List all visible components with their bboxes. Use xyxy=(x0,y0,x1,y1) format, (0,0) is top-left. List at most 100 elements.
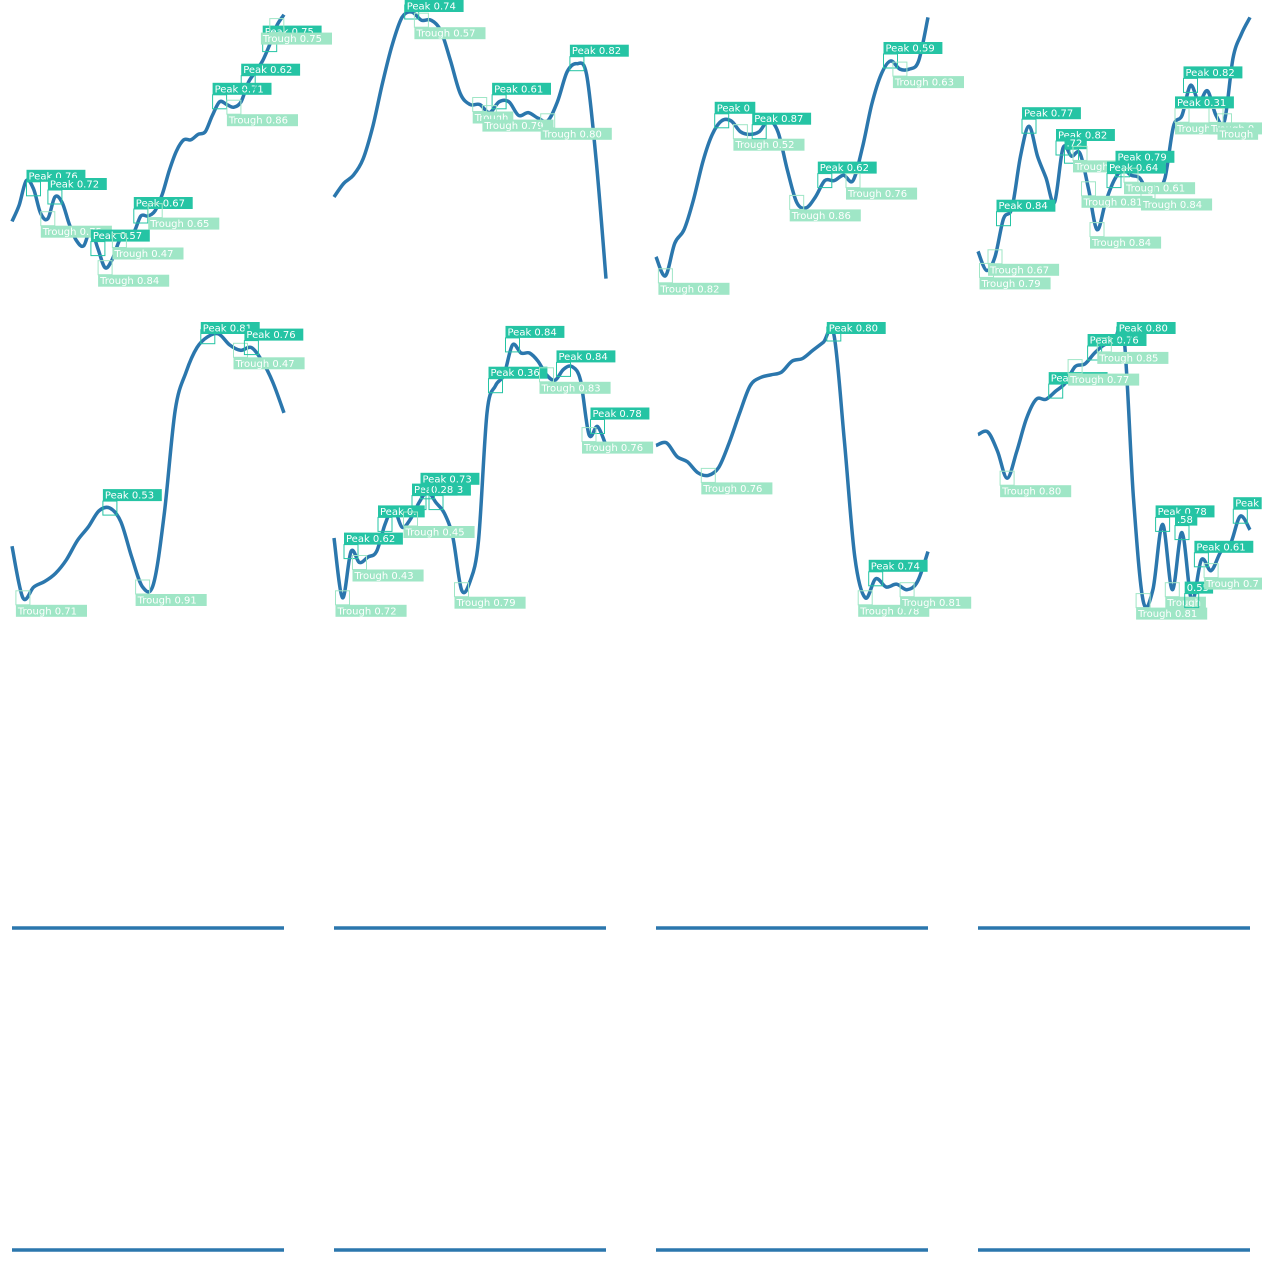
label-background xyxy=(404,0,464,12)
detection-label: Trough 0.52 xyxy=(733,138,805,151)
detection-label: Trough 0.83 xyxy=(539,381,611,394)
label-background xyxy=(900,596,972,609)
series-line xyxy=(655,326,930,600)
label-text: .58 xyxy=(1177,515,1193,526)
label-background xyxy=(344,532,403,545)
label-text: Trough 0.43 xyxy=(354,571,414,582)
label-background xyxy=(826,322,886,334)
label-text: Trough 0.75 xyxy=(1074,162,1134,173)
label-text: Trough 0.7 xyxy=(1205,579,1259,590)
label-background xyxy=(540,127,612,140)
label-text: 0.28 xyxy=(431,485,453,496)
detection-label: Trough 0.81 xyxy=(1081,195,1153,208)
detection-label: Trough 0.76 xyxy=(846,187,918,200)
label-text: Trough 0.84 xyxy=(99,276,159,287)
detection-label: Trough xyxy=(1217,127,1259,140)
detection-label: Trough 0.65 xyxy=(148,217,220,230)
detection-label: Trough 0.47 xyxy=(233,357,305,370)
label-background xyxy=(414,27,486,40)
detection-label: Peak 0.80 xyxy=(1116,322,1176,335)
label-background xyxy=(244,328,304,341)
detection-label: Peak 0.82 xyxy=(1183,66,1243,79)
label-background xyxy=(492,82,551,95)
label-background xyxy=(98,274,170,287)
detection-label: Trough 0.7 xyxy=(1204,577,1262,590)
detection-label: Peak 0.61 xyxy=(492,82,551,95)
detection-label: Trough 0.84 xyxy=(98,274,170,287)
label-background xyxy=(262,25,322,38)
label-text: Peak 0.78 xyxy=(593,409,642,420)
label-background xyxy=(1204,577,1262,590)
detection-label: Trough 0.84 xyxy=(1090,236,1162,249)
label-text: Trough 0.79 xyxy=(483,121,543,132)
label-text: Trough 0.84 xyxy=(1142,200,1202,211)
label-text: Trough 0.63 xyxy=(894,78,954,89)
detection-label: Trough 0.71 xyxy=(15,604,87,617)
label-text: Trough xyxy=(474,113,509,124)
detection-label: Peak 0.72 xyxy=(47,178,107,191)
label-background xyxy=(429,483,458,496)
detection-label: Peak 0.74 xyxy=(404,0,464,13)
detection-label: Peak 0. xyxy=(378,505,425,518)
label-text: Peak 0.87 xyxy=(754,114,803,125)
label-text: Trough 0.77 xyxy=(1069,375,1129,386)
detection-label: Peak 0 xyxy=(714,101,756,114)
detection-label: Trough 0.79 xyxy=(482,119,554,132)
detection-label: .58 xyxy=(1175,513,1198,526)
label-text: Peak 0.59 xyxy=(886,44,935,55)
label-text: Peak 0.76 xyxy=(246,330,295,341)
label-background xyxy=(454,596,526,609)
label-text: Peak 0.80 xyxy=(829,324,878,335)
label-background xyxy=(1194,540,1254,553)
label-text: Peak 0.57 xyxy=(93,231,142,242)
detection-label: .72 xyxy=(1064,137,1087,150)
detection-label: 0.28 xyxy=(429,483,458,496)
label-text: Peak 0.62 xyxy=(346,534,395,545)
label-background xyxy=(352,569,424,582)
label-text: Peak 0.80 xyxy=(1119,324,1168,335)
detection-label: Trough 0.72 xyxy=(335,604,407,617)
label-text: Peak 0.77 xyxy=(1024,109,1073,120)
label-background xyxy=(226,114,298,127)
label-text: Peak 0.76 xyxy=(29,171,78,182)
panel-6: Peak 0.62 Trough 0.72 Trough 0.43 Peak 0. Pe… xyxy=(332,325,654,617)
panel-2: Peak 0.74 Trough 0.57 Trough Peak 0.61 Troug… xyxy=(332,0,629,279)
label-text: Peak 0.84 xyxy=(508,327,557,338)
label-text: Trough 0.81 xyxy=(1137,609,1197,620)
label-text: Peak 0.53 xyxy=(105,491,154,502)
detection-label: Peak 0.80 xyxy=(826,322,886,335)
panel-4: Trough 0.79 Peak 0.84 Trough 0.67 Peak 0.77… xyxy=(976,16,1262,290)
label-background xyxy=(714,101,756,114)
label-background xyxy=(420,472,480,485)
label-text: Trough xyxy=(1166,598,1201,609)
label-text: Peak 0.74 xyxy=(871,561,920,572)
detection-label: Peak 0.87 xyxy=(752,112,812,125)
label-background xyxy=(846,187,918,200)
detection-label: Trough 0.84 xyxy=(1141,198,1213,211)
detection-label: Peak 0.79 xyxy=(1115,150,1175,163)
label-text: Peak xyxy=(1235,499,1259,510)
label-background xyxy=(505,325,565,338)
detection-label: Trough 0.85 xyxy=(1097,351,1169,364)
detection-label: Trough 0.67 xyxy=(988,263,1060,276)
series-line xyxy=(976,16,1252,273)
detection-label: Trough 0.57 xyxy=(414,27,486,40)
label-text: Trough 0.71 xyxy=(17,606,77,617)
detection-label: Peak 0.53 xyxy=(102,489,162,502)
detection-label: Trough 0.79 xyxy=(979,277,1051,290)
label-background xyxy=(1081,195,1153,208)
label-background xyxy=(1000,485,1072,498)
label-text: Trough 0.81 xyxy=(1083,197,1143,208)
label-background xyxy=(590,407,650,420)
label-background xyxy=(883,42,943,54)
label-background xyxy=(817,161,877,174)
label-text: Peak 0.82 xyxy=(1186,68,1235,79)
label-background xyxy=(979,277,1051,290)
label-text: Trough 0.57 xyxy=(415,29,475,40)
detection-label: Peak 0.71 xyxy=(212,82,272,95)
detection-label: Peak 0.74 xyxy=(868,559,928,572)
detection-label: Peak 0.78 xyxy=(590,407,650,420)
detection-label: Peak 0.36 xyxy=(488,366,548,379)
label-text: Trough 0.79 xyxy=(981,279,1041,290)
